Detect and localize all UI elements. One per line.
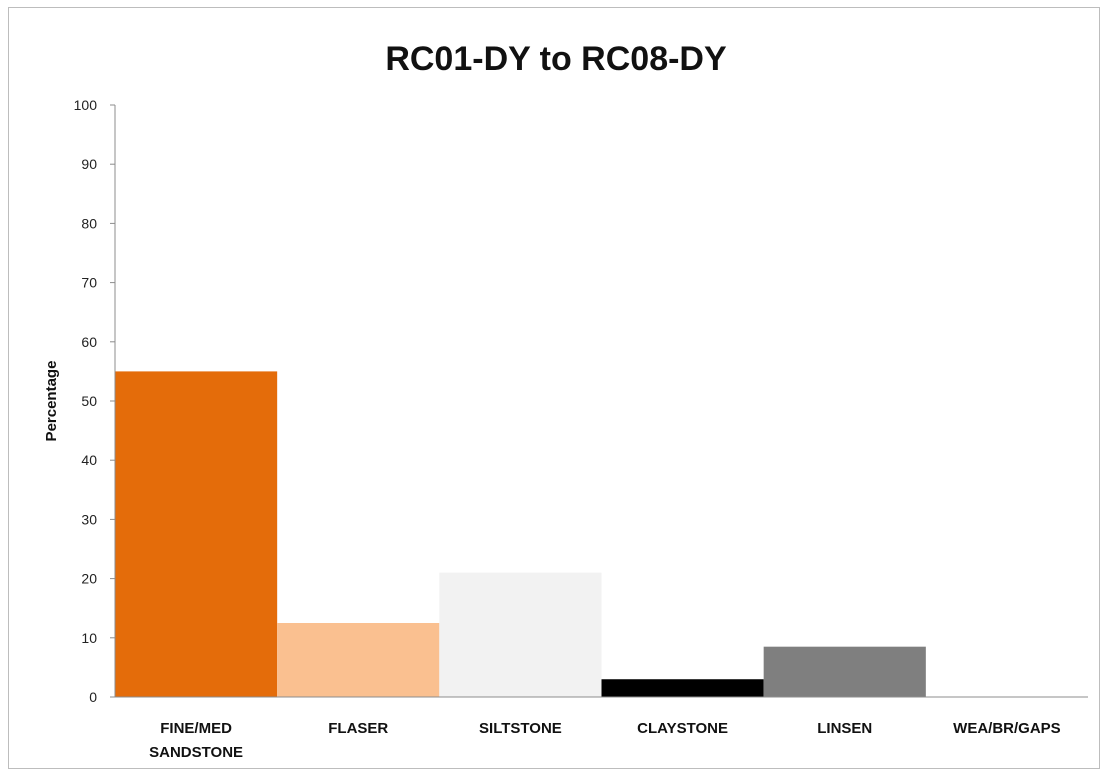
bars-layer xyxy=(115,371,926,697)
x-category-label: LINSEN xyxy=(817,720,872,737)
bar-2 xyxy=(439,572,602,697)
x-category-label: FINE/MED SANDSTONE xyxy=(149,720,243,761)
bar-4 xyxy=(763,646,926,697)
bar-3 xyxy=(601,679,764,697)
y-tick-label: 60 xyxy=(81,334,97,350)
axes-layer xyxy=(110,104,1088,698)
chart-title: RC01-DY to RC08-DY xyxy=(385,40,727,78)
x-category-label: FLASER xyxy=(328,720,388,737)
bar-1 xyxy=(277,623,440,697)
y-tick-label: 50 xyxy=(81,393,97,409)
y-tick-label: 20 xyxy=(81,571,97,587)
y-tick-label: 30 xyxy=(81,511,97,527)
y-tick-labels: 0 10 20 30 40 50 60 70 80 90 100 xyxy=(74,97,98,705)
y-axis-label: Percentage xyxy=(43,361,60,442)
y-tick-label: 90 xyxy=(81,156,97,172)
x-category-label: SILTSTONE xyxy=(479,720,562,737)
x-category-label: WEA/BR/GAPS xyxy=(953,720,1061,737)
y-tick-label: 80 xyxy=(81,215,97,231)
y-tick-label: 10 xyxy=(81,630,97,646)
x-category-labels: FINE/MED SANDSTONE FLASER SILTSTONE CLAYSTON… xyxy=(149,720,1061,761)
x-category-label: CLAYSTONE xyxy=(637,720,728,737)
bar-0 xyxy=(115,371,278,697)
y-tick-label: 0 xyxy=(89,689,97,705)
y-tick-label: 100 xyxy=(74,97,98,113)
y-tick-label: 40 xyxy=(81,452,97,468)
y-tick-label: 70 xyxy=(81,275,97,291)
